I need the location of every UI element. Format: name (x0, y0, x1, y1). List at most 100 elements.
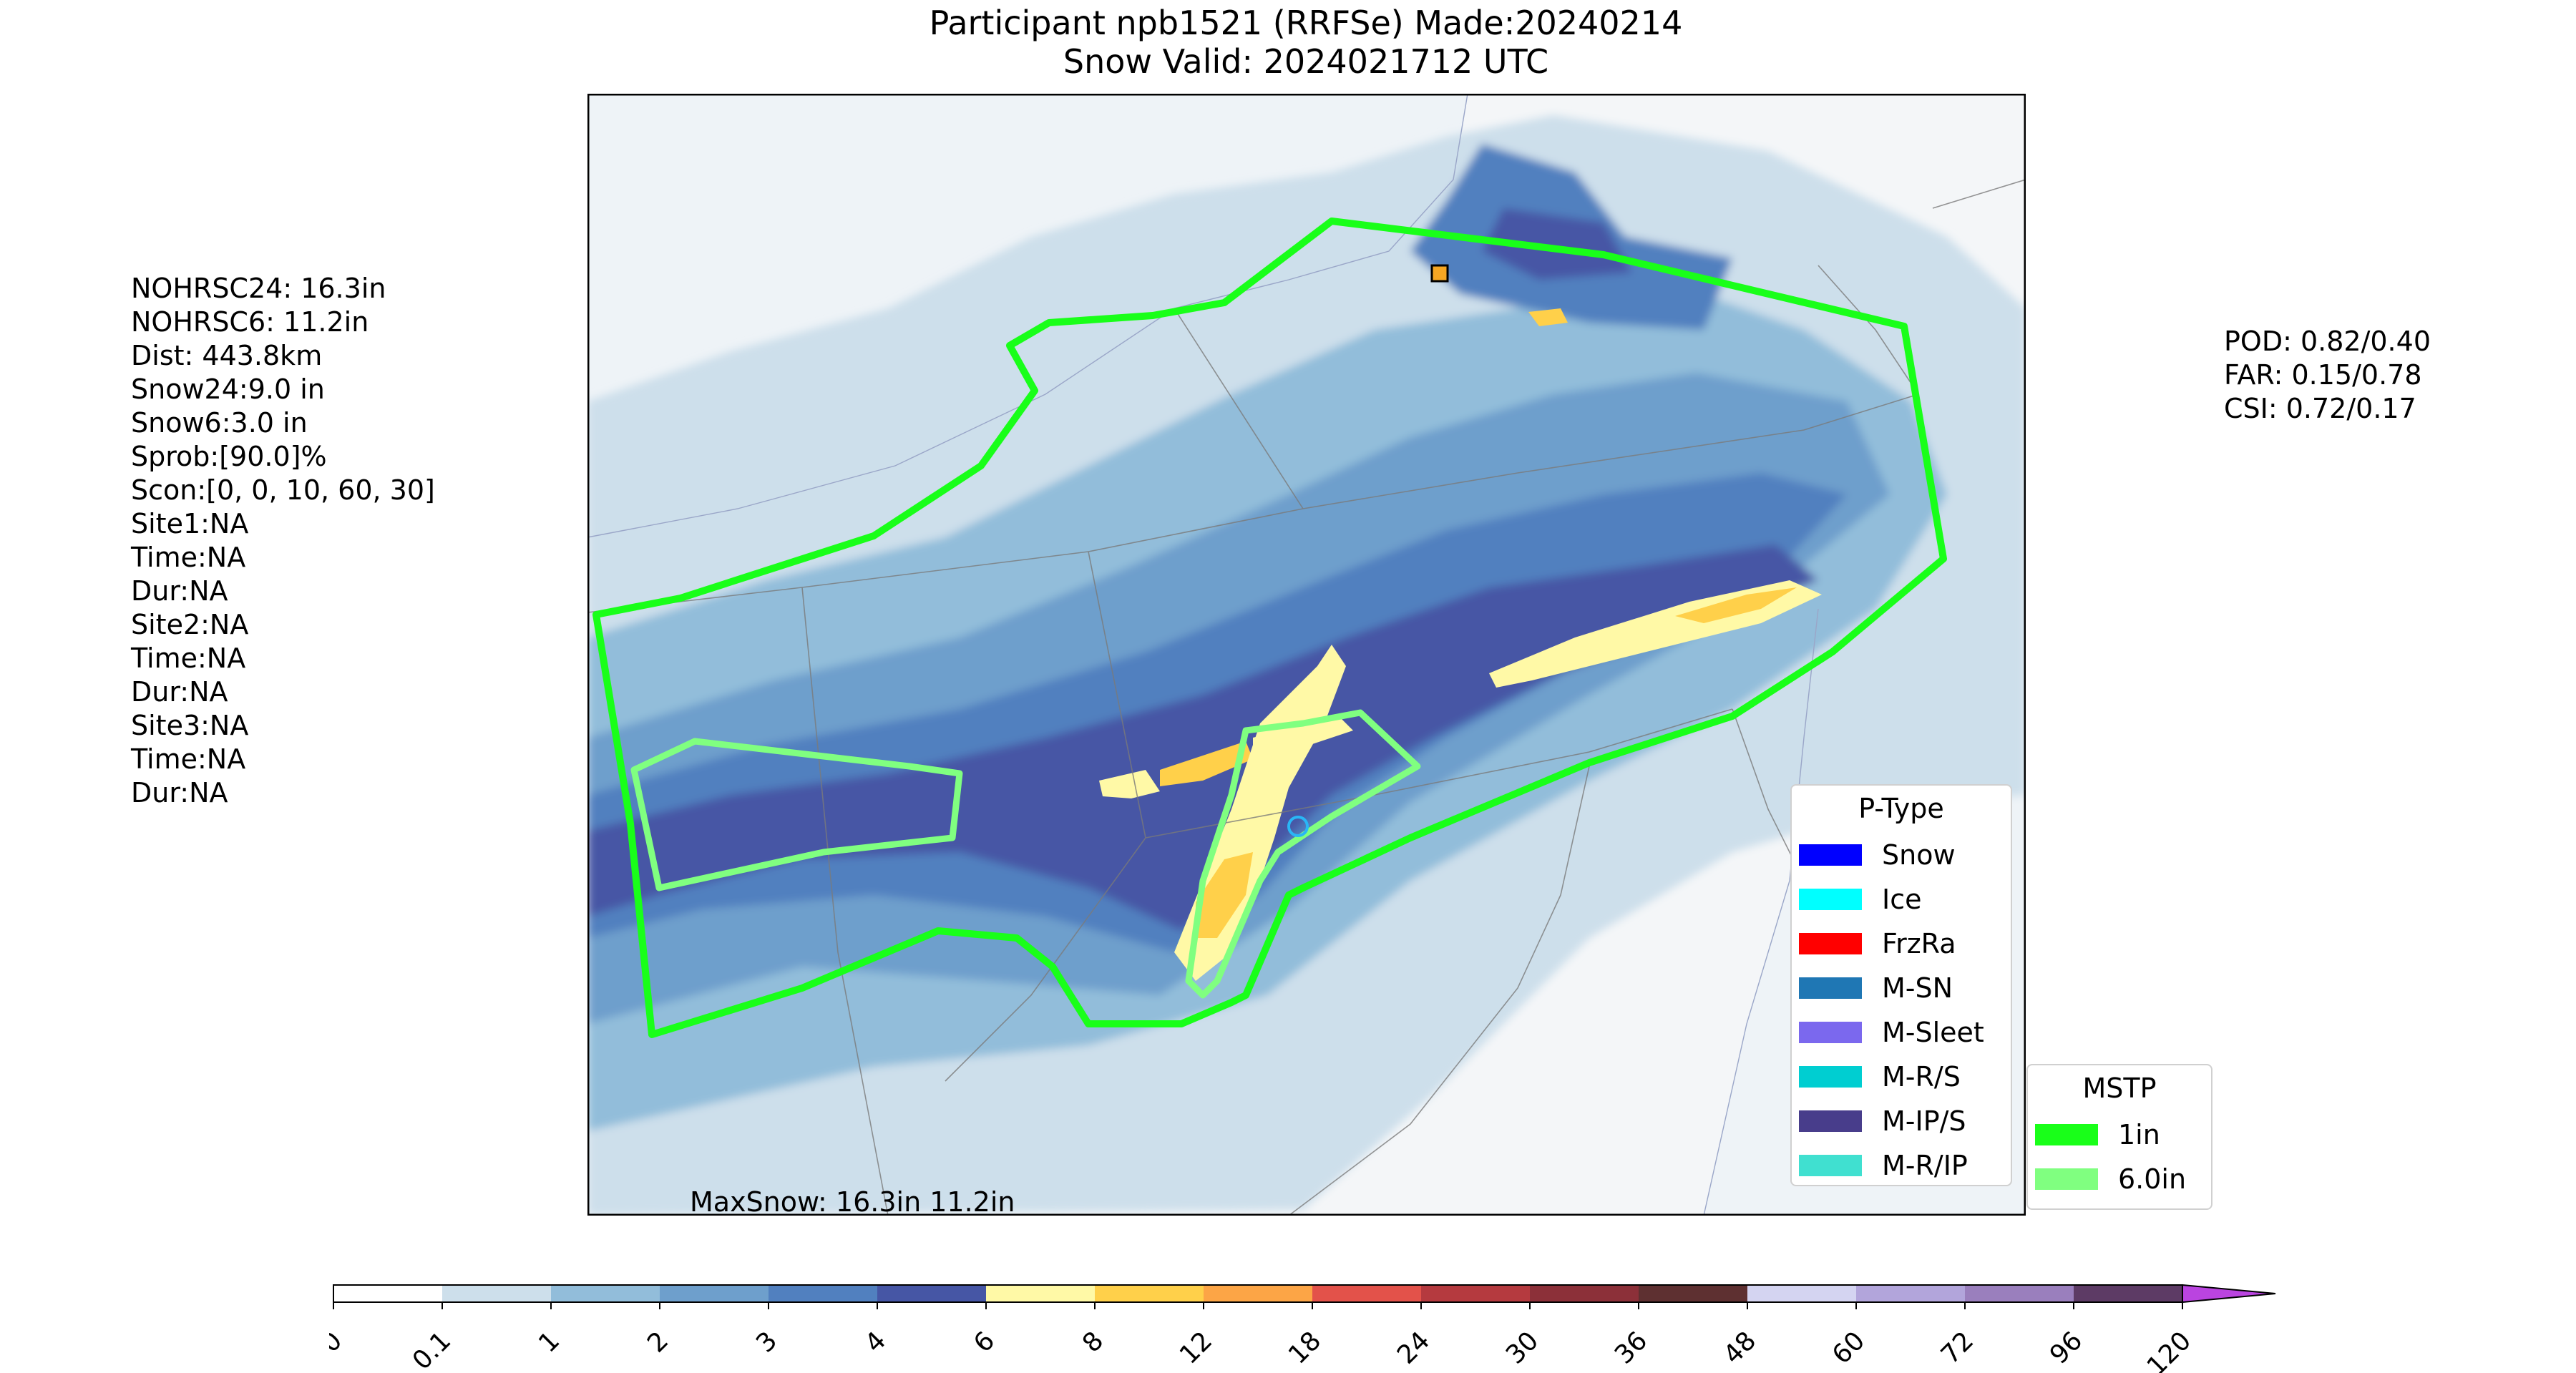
colorbar-tick-label: 120 (2142, 1326, 2197, 1373)
legend-label: M-Sleet (1882, 1017, 1984, 1048)
legend-label: Snow (1882, 839, 1956, 871)
colorbar-tick-label: 8 (1077, 1326, 1109, 1358)
colorbar-tick-label: 72 (1936, 1326, 1979, 1369)
legend-item: M-R/S (1792, 1059, 2011, 1096)
legend-swatch (1799, 1022, 1862, 1043)
legend-label: M-IP/S (1882, 1105, 1966, 1137)
colorbar-bin (660, 1285, 769, 1302)
colorbar-bin (442, 1285, 551, 1302)
mstp-1in-contour (592, 218, 1947, 1038)
colorbar-tick-label: 6 (968, 1326, 1000, 1358)
colorbar-bin (1639, 1285, 1747, 1302)
ptype-legend: P-Type Snow Ice FrzRa M-SN M-Sleet M-R/S M-IP/… (1790, 784, 2012, 1186)
stat-line: NOHRSC6: 11.2in (131, 306, 369, 338)
colorbar-tick-label: 36 (1609, 1326, 1653, 1369)
legend-item: Ice (1792, 881, 2011, 919)
legend-item: 6.0in (2028, 1161, 2211, 1198)
colorbar-tick-label: 24 (1392, 1326, 1435, 1369)
stat-line: Time:NA (131, 542, 246, 573)
stat-line: Site2:NA (131, 609, 249, 640)
legend-swatch (2035, 1124, 2098, 1145)
colorbar-bin (986, 1285, 1095, 1302)
colorbar-bin (1312, 1285, 1421, 1302)
colorbar-tick-label: 60 (1827, 1326, 1870, 1369)
legend-label: FrzRa (1882, 928, 1956, 959)
colorbar-tick-label: 12 (1174, 1326, 1218, 1369)
stat-line: Site1:NA (131, 508, 249, 539)
legend-swatch (1799, 1110, 1862, 1132)
colorbar-bin (333, 1285, 442, 1302)
stat-line: Site3:NA (131, 710, 249, 741)
snowfall-colorbar: 0 0.1 1 2 3 4 6 8 12 18 24 30 36 48 60 72 96 120 (329, 1284, 2276, 1373)
snowfall-shading (587, 115, 2026, 1216)
score-line: FAR: 0.15/0.78 (2224, 359, 2422, 391)
legend-swatch (1799, 1066, 1862, 1088)
colorbar-tick-label: 1 (533, 1326, 565, 1358)
legend-label: Ice (1882, 884, 1922, 915)
colorbar-tick-label: 4 (859, 1326, 892, 1358)
colorbar-extend-arrow (2182, 1284, 2276, 1304)
score-line: CSI: 0.72/0.17 (2224, 393, 2416, 424)
colorbar-tick-label: 0 (329, 1326, 348, 1358)
stat-line: Snow6:3.0 in (131, 407, 308, 439)
colorbar-bin (2074, 1285, 2182, 1302)
mstp-legend: MSTP 1in 6.0in (2026, 1064, 2212, 1210)
state-boundaries (587, 179, 2026, 1216)
colorbar-tick-label: 30 (1501, 1326, 1544, 1369)
observed-max-marker (1430, 264, 1449, 283)
stat-line: Dur:NA (131, 777, 228, 808)
colorbar-bin (1204, 1285, 1312, 1302)
mstp-6in-contour-south (1185, 709, 1421, 999)
colorbar-tick-label: 96 (2044, 1326, 2088, 1369)
stat-line: NOHRSC24: 16.3in (131, 273, 386, 304)
colorbar-bin (1747, 1285, 1856, 1302)
colorbar-bin (1530, 1285, 1639, 1302)
map-frame (587, 94, 2026, 1216)
chart-title: Participant npb1521 (RRFSe) Made:2024021… (929, 4, 1683, 42)
heavy-snow-bands (1099, 308, 1822, 981)
colorbar-bin (769, 1285, 877, 1302)
colorbar-tick-label: 18 (1283, 1326, 1327, 1369)
ptype-legend-title: P-Type (1858, 793, 1944, 824)
colorbar-bin (1421, 1285, 1530, 1302)
stat-line: Time:NA (131, 743, 246, 775)
colorbar-bin (551, 1285, 660, 1302)
legend-swatch (1799, 933, 1862, 954)
stat-line: Dur:NA (131, 676, 228, 708)
chart-subtitle: Snow Valid: 2024021712 UTC (1063, 42, 1549, 81)
colorbar-bin (877, 1285, 986, 1302)
legend-item: M-Sleet (1792, 1015, 2011, 1052)
max-snow-label: MaxSnow: 16.3in 11.2in (690, 1186, 1015, 1218)
skill-scores-right: POD: 0.82/0.40 FAR: 0.15/0.78 CSI: 0.72/0.… (2224, 325, 2431, 426)
stat-line: Time:NA (131, 642, 246, 674)
colorbar-tick-label: 3 (751, 1326, 783, 1358)
legend-swatch (1799, 1155, 1862, 1176)
legend-item: Snow (1792, 837, 2011, 874)
legend-label: 6.0in (2118, 1163, 2187, 1195)
mstp-6in-contour (630, 738, 963, 891)
colorbar-bin (1965, 1285, 2074, 1302)
stat-line: Scon:[0, 0, 10, 60, 30] (131, 474, 435, 506)
legend-item: M-IP/S (1792, 1103, 2011, 1140)
verification-stats-left: NOHRSC24: 16.3in NOHRSC6: 11.2in Dist: 443… (131, 272, 435, 810)
legend-swatch (1799, 977, 1862, 999)
legend-label: 1in (2118, 1119, 2160, 1150)
colorbar-tick-label: 2 (642, 1326, 674, 1358)
colorbar-bin (1095, 1285, 1204, 1302)
colorbar-frame (333, 1284, 2183, 1303)
colorbar-tick-label: 0.1 (407, 1326, 457, 1373)
stat-line: Dist: 443.8km (131, 340, 323, 371)
legend-item: FrzRa (1792, 926, 2011, 963)
score-line: POD: 0.82/0.40 (2224, 326, 2431, 357)
legend-item: M-SN (1792, 970, 2011, 1007)
snowfall-map (587, 94, 2026, 1216)
legend-item: 1in (2028, 1117, 2211, 1154)
legend-item: M-R/IP (1792, 1148, 2011, 1185)
stat-line: Dur:NA (131, 575, 228, 607)
legend-label: M-R/IP (1882, 1150, 1968, 1181)
colorbar-bin (1856, 1285, 1965, 1302)
forecast-point-marker (1287, 816, 1309, 837)
legend-swatch (2035, 1168, 2098, 1190)
legend-label: M-R/S (1882, 1061, 1961, 1093)
legend-label: M-SN (1882, 972, 1953, 1004)
